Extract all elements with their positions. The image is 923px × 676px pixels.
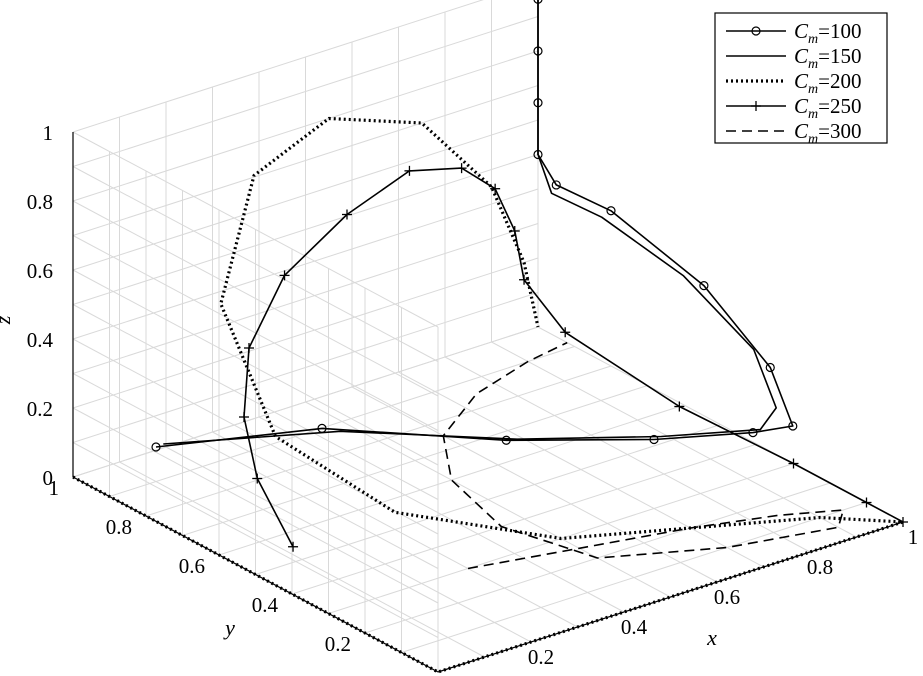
grid-line-floor-y [72, 326, 539, 478]
x-tick-label: 0.4 [621, 615, 648, 639]
series-marker-plus [490, 183, 501, 194]
grid-line-back-z [72, 0, 484, 133]
grid-line-side-z [72, 200, 439, 397]
grid-line-floor-x [491, 341, 857, 538]
x-tick-label: 0.8 [807, 555, 833, 579]
z-tick-label: 0.2 [27, 397, 53, 421]
grid-line-floor-y [218, 404, 685, 556]
series-line-4 [442, 341, 845, 570]
y-tick-label: 0 [414, 671, 425, 676]
grid-line-back-z [72, 16, 539, 167]
series-marker-circle [765, 362, 775, 373]
series-lines [72, 0, 908, 674]
grid-line-back-z [72, 119, 539, 271]
z-tick-label: 0.8 [27, 190, 53, 214]
grid-line-floor-y [255, 424, 721, 575]
z-tick-label: 0 [43, 466, 54, 490]
series-marker-plus [342, 209, 352, 220]
series-marker-circle [151, 442, 161, 452]
grid-line-side-z [72, 304, 439, 500]
x-axis-label: x [706, 625, 717, 650]
y-tick-label: 0.2 [325, 632, 351, 656]
series-marker-plus [560, 327, 571, 338]
grid-line-floor-x [444, 356, 811, 553]
legend-label: Cm=200 [794, 69, 861, 97]
grid-line-floor-y [182, 385, 648, 536]
x-tick-label: 0.6 [714, 585, 740, 609]
series-marker-plus [509, 226, 520, 236]
y-tick-label: 0.6 [179, 554, 205, 578]
grid-line-back-z [72, 85, 539, 236]
grid-line-back-z [72, 50, 539, 202]
series-marker-circle [699, 281, 709, 291]
series-marker-plus [279, 270, 290, 281]
z-axis-label: z [0, 315, 15, 325]
legend-label: Cm=300 [794, 119, 861, 147]
series-marker-plus [898, 517, 908, 527]
tick-labels: 00.20.40.60.8100.20.40.60.8100.20.40.60.… [27, 121, 919, 676]
z-tick-label: 0.6 [27, 259, 53, 283]
series-marker-plus [252, 473, 263, 484]
grid-line-floor-y [145, 365, 612, 517]
z-tick-label: 0.4 [27, 328, 54, 352]
grid-line-floor-x [351, 386, 718, 583]
series-marker-plus [239, 412, 249, 422]
series-marker-circle [606, 206, 616, 216]
legend-label: Cm=150 [794, 44, 861, 72]
grid-line-floor-x [398, 371, 764, 568]
series-marker-plus [674, 401, 685, 412]
series-marker-plus [288, 541, 299, 552]
y-tick-label: 1 [49, 476, 60, 500]
grid-line-floor-y [109, 346, 575, 497]
series-marker-plus [404, 165, 415, 176]
series-line-1 [163, 0, 777, 445]
y-axis-label: y [223, 615, 235, 640]
series-marker-plus [519, 274, 530, 285]
x-tick-label: 1 [908, 525, 919, 549]
series-marker-plus [244, 343, 254, 353]
x-axis-line [437, 521, 904, 673]
series-marker-circle [748, 428, 758, 438]
grid-line-back-z [72, 154, 539, 305]
y-tick-label: 0.8 [106, 515, 132, 539]
series-marker-circle [501, 435, 511, 445]
grid-line-side-z [72, 166, 439, 362]
z-tick-label: 1 [43, 121, 54, 145]
legend-box [714, 12, 888, 144]
series-marker-circle [649, 434, 659, 445]
series-marker-plus [456, 163, 467, 174]
series-marker-plus [861, 497, 872, 508]
series-marker-circle [551, 180, 561, 190]
y-tick-label: 0.4 [252, 593, 279, 617]
legend-marker-circle [751, 26, 761, 36]
series-line-2 [72, 116, 905, 674]
x-tick-label: 0.2 [528, 645, 554, 669]
series-line-3 [243, 167, 904, 548]
legend-label: Cm=100 [794, 19, 861, 47]
legend-label: Cm=250 [794, 94, 861, 122]
grid-line-side-z [72, 131, 439, 328]
series-marker-circle [788, 421, 798, 431]
series-marker-plus [788, 458, 799, 469]
